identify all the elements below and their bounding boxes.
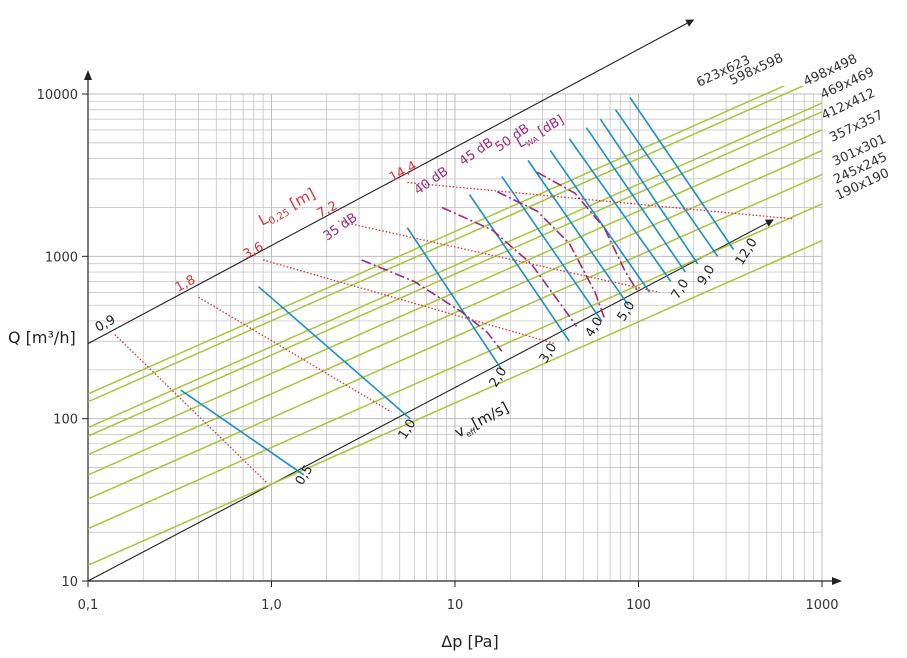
- velocity-axis-arrow: [764, 219, 774, 227]
- throw-line: [262, 259, 556, 345]
- y-tick-label: 10: [61, 575, 78, 590]
- throw-line: [407, 181, 794, 220]
- size-line: [88, 173, 822, 500]
- size-line: [88, 239, 822, 566]
- throw-line: [198, 296, 392, 413]
- noise-curve: [536, 171, 638, 291]
- x-tick-label: 1,0: [261, 598, 282, 613]
- size-line: [88, 102, 822, 429]
- velocity-line: [468, 194, 571, 342]
- y-axis-title: Q [m³/h]: [8, 328, 76, 347]
- x-axis-arrow: [832, 577, 842, 585]
- x-axis-title: Δp [Pa]: [441, 632, 498, 651]
- y-tick-label: 1000: [45, 250, 78, 265]
- y-tick-label: 10000: [37, 88, 78, 103]
- x-tick-label: 1000: [805, 598, 838, 613]
- velocity-line: [527, 159, 629, 306]
- size-line: [88, 203, 822, 530]
- x-tick-label: 100: [626, 598, 651, 613]
- noise-curve: [361, 259, 503, 352]
- noise-curve: [441, 206, 578, 327]
- x-tick-label: 0,1: [78, 598, 99, 613]
- velocity-line: [629, 97, 735, 251]
- y-tick-label: 100: [53, 413, 78, 428]
- velocity-line: [549, 149, 651, 293]
- throw-line: [337, 220, 660, 293]
- throw-axis-line: [87, 22, 688, 345]
- throw-axis-arrow: [685, 19, 695, 27]
- velocity-line: [585, 127, 687, 273]
- y-axis-arrow: [84, 70, 92, 80]
- velocity-line: [258, 286, 411, 420]
- velocity-line: [599, 118, 699, 265]
- velocity-line: [406, 227, 503, 371]
- size-line: [88, 149, 822, 476]
- axes: [82, 19, 842, 587]
- series: [88, 86, 822, 566]
- size-line: [88, 86, 786, 395]
- velocity-line: [180, 389, 305, 476]
- velocity-line: [614, 109, 719, 257]
- size-line: [88, 110, 822, 437]
- velocity-line: [501, 176, 603, 322]
- size-line: [88, 86, 805, 403]
- throw-line: [114, 334, 268, 484]
- size-line: [88, 129, 822, 456]
- velocity-line: [568, 138, 672, 282]
- velocity-axis-line: [87, 222, 768, 582]
- x-tick-label: 10: [447, 598, 464, 613]
